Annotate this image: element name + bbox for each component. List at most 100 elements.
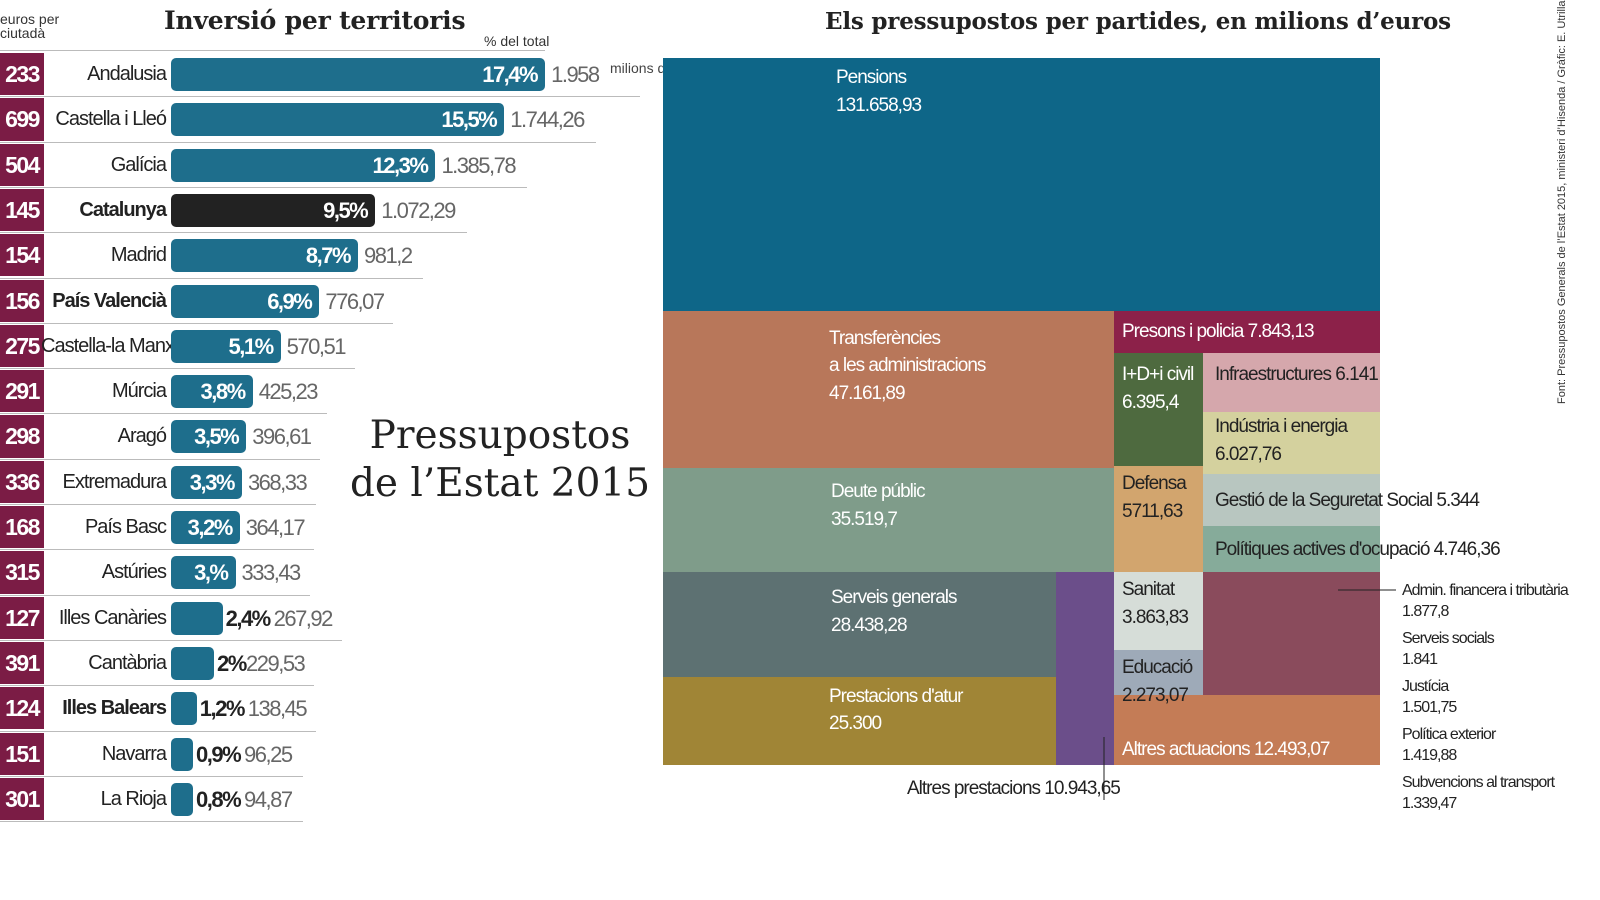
treemap-label-transferencies-1: Transferències <box>829 328 941 349</box>
bar-ast-ries <box>171 556 236 590</box>
region-name: Cantàbria <box>88 651 167 674</box>
value-label: 396,61 <box>252 424 312 450</box>
region-name: País Valencià <box>52 289 167 312</box>
treemap-label-politiques: Polítiques actives d'ocupació 4.746,36 <box>1215 536 1501 564</box>
per-capita-value: 391 <box>0 641 44 685</box>
per-capita-value: 154 <box>0 234 44 277</box>
treemap-label-presons: Presons i policia 7.843,13 <box>1122 318 1315 346</box>
percent-label: 2% <box>217 650 247 676</box>
treemap-label-idi: I+D+i civil <box>1122 364 1194 385</box>
percent-label: 3,5% <box>194 424 240 450</box>
percent-label: 8,7% <box>305 243 352 269</box>
region-row-m-rcia: 291 Múrcia <box>0 369 170 414</box>
side-label-subvencions-al-transport: Subvencions al transport 1.339,47 <box>1402 772 1555 814</box>
treemap-value-transferencies: 47.161,89 <box>829 383 906 404</box>
side-label-serveis-socials: Serveis socials 1.841 <box>1402 628 1495 670</box>
main-title-line1: Pressupostos <box>369 413 631 458</box>
percent-label: 5,1% <box>228 333 274 359</box>
tile-defensa <box>1114 466 1203 572</box>
treemap-label-pensions: Pensions <box>836 67 907 88</box>
region-name: Astúries <box>101 561 167 584</box>
treemap-label-name: Altres prestacions <box>907 778 1041 799</box>
region-name: Illes Canàries <box>58 606 167 629</box>
row-divider <box>0 232 468 234</box>
value-label: 1.072,29 <box>381 197 456 223</box>
row-divider <box>0 186 528 188</box>
bar-madrid <box>171 239 359 273</box>
value-label: 981,2 <box>364 243 413 269</box>
value-label: 1.385,78 <box>441 152 516 178</box>
region-row-arag-: 298 Aragó <box>0 414 170 459</box>
tile-infraestructures <box>1203 353 1380 412</box>
side-label-value: 1.339,47 <box>1402 795 1457 812</box>
region-row-extremadura: 336 Extremadura <box>0 460 170 505</box>
treemap-value-sanitat: 3.863,83 <box>1122 607 1189 628</box>
value-label: 570,51 <box>286 333 347 359</box>
treemap-label-value: 5.344 <box>1436 490 1480 511</box>
treemap-value-deute: 35.519,7 <box>831 509 898 530</box>
row-divider <box>0 504 316 505</box>
bar-extremadura <box>171 465 242 499</box>
bar-arag- <box>171 420 247 454</box>
row-divider <box>0 96 640 98</box>
side-label-name: Política exterior <box>1402 726 1496 743</box>
row-divider <box>0 639 342 641</box>
treemap-label-educacio: Educació <box>1122 657 1193 678</box>
region-row-castella-i-lle-: 699 Castella i Lleó <box>0 97 170 142</box>
value-label: 368,33 <box>247 469 308 495</box>
bar-castella-i-lle- <box>171 103 505 137</box>
percent-label: 0,8% <box>196 786 242 812</box>
treemap-label-altres-prestacions: Altres prestacions 10.943,65 <box>907 775 1121 803</box>
bar-pa-s-valenci- <box>171 284 320 318</box>
per-capita-value: 151 <box>0 732 44 775</box>
treemap-value-serveis-generals: 28.438,28 <box>831 615 908 636</box>
tile-educaci- <box>1114 650 1203 695</box>
value-label: 1.958 <box>551 62 600 87</box>
percent-label: 3,2% <box>187 515 234 540</box>
side-label-pol-tica-exterior: Política exterior 1.419,88 <box>1402 724 1496 766</box>
region-row-madrid: 154 Madrid <box>0 233 170 278</box>
percent-label: 0,9% <box>196 741 242 767</box>
region-name: País Basc <box>84 516 167 538</box>
percent-label: 3,% <box>194 560 229 586</box>
treemap-label-name: Polítiques actives d'ocupació <box>1215 539 1430 560</box>
treemap-value-pensions: 131.658,93 <box>836 95 922 116</box>
treemap-value-idi: 6.395,4 <box>1122 392 1179 413</box>
tile-presons-i-policia <box>1114 311 1380 353</box>
side-label-value: 1.501,75 <box>1402 699 1457 716</box>
region-name: Castella i Lleó <box>55 108 167 131</box>
region-row-cant-bria: 391 Cantàbria <box>0 641 170 686</box>
percent-label: 6,9% <box>267 288 313 314</box>
percent-label: 17,4% <box>482 62 538 87</box>
tile-ind-stria-i-energia <box>1203 412 1380 474</box>
treemap-label-industria: Indústria i energia <box>1215 416 1348 437</box>
row-divider <box>0 775 303 777</box>
row-divider <box>0 730 316 732</box>
region-name: Illes Balears <box>62 697 167 720</box>
bar-catalunya <box>171 193 376 227</box>
per-capita-value: 156 <box>0 279 44 322</box>
tile-transfer-ncies-a-les-administracions <box>663 311 1115 468</box>
per-capita-value: 699 <box>0 98 44 141</box>
treemap-label-deute: Deute públic <box>831 481 926 502</box>
tile-pensions <box>663 58 1380 311</box>
region-row-pa-s-basc: 168 País Basc <box>0 505 170 550</box>
source-credit: Font: Pressupostos Generals de l’Estat 2… <box>1556 0 1568 404</box>
tile-sanitat <box>1114 572 1203 650</box>
region-row-catalunya: 145 Catalunya <box>0 188 170 233</box>
per-capita-value: 301 <box>0 777 44 821</box>
treemap-label-value: 12.493,07 <box>1253 739 1331 760</box>
region-row-illes-balears: 124 Illes Balears <box>0 686 170 731</box>
value-label: 229,53 <box>246 650 306 676</box>
bar-la-rioja <box>171 782 193 816</box>
treemap-value-industria: 6.027,76 <box>1215 444 1282 465</box>
bar-gal-cia <box>171 148 436 182</box>
side-label-value: 1.841 <box>1402 651 1438 668</box>
side-label-just-cia: Justícia 1.501,75 <box>1402 676 1457 718</box>
percent-header: % del total <box>484 33 550 49</box>
per-capita-value: 168 <box>0 506 44 549</box>
bar-illes-can-ries <box>171 601 223 635</box>
treemap-label-defensa: Defensa <box>1122 473 1187 494</box>
treemap-value-prestacions-atur: 25.300 <box>829 713 882 734</box>
value-label: 138,45 <box>247 696 308 722</box>
